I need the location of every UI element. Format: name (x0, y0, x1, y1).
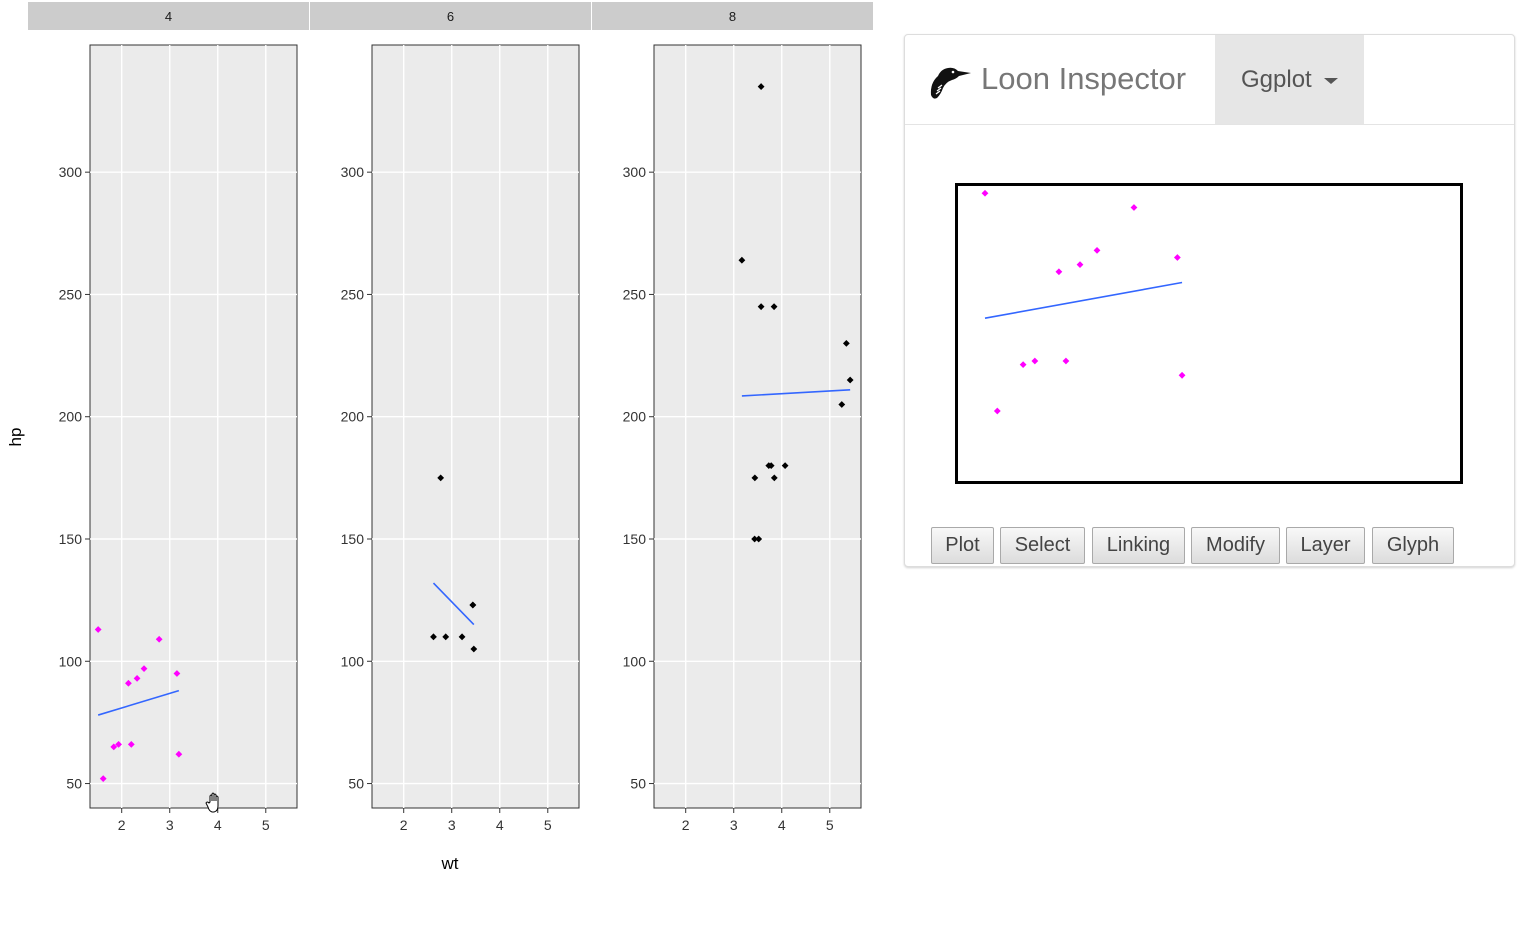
smooth-fit-line (741, 389, 851, 397)
x-tick-label: 3 (448, 817, 456, 833)
facet-strip (310, 2, 591, 30)
world-view-point (993, 407, 1001, 415)
y-tick-label: 250 (341, 286, 365, 302)
world-view-point (1093, 246, 1101, 254)
y-tick-label: 200 (341, 409, 365, 425)
linking-button[interactable]: Linking (1092, 527, 1185, 564)
x-tick-label: 3 (166, 817, 174, 833)
data-point[interactable] (751, 474, 759, 482)
x-axis-title: wt (441, 854, 459, 873)
y-tick-label: 100 (341, 653, 365, 669)
loon-bird-icon (930, 67, 971, 99)
x-tick-label: 5 (262, 817, 270, 833)
y-tick-label: 100 (623, 653, 647, 669)
x-tick-label: 4 (496, 817, 504, 833)
facet-strip (592, 2, 873, 30)
data-point[interactable] (173, 670, 181, 677)
facet-panel-6[interactable] (371, 44, 580, 809)
data-point[interactable] (155, 635, 163, 643)
data-point[interactable] (430, 633, 437, 641)
facet-strip-label: 4 (165, 9, 172, 24)
y-tick-label: 50 (348, 776, 364, 792)
hand-cursor-icon (205, 792, 219, 813)
x-tick-label: 5 (544, 817, 552, 833)
facet-panel-4[interactable] (89, 44, 298, 809)
facet-strip (28, 2, 309, 30)
x-tick-label: 3 (730, 817, 738, 833)
world-view-point (1062, 357, 1070, 365)
y-tick-label: 300 (341, 164, 365, 180)
layer-button[interactable]: Layer (1286, 527, 1365, 564)
loon-inspector-panel: Loon Inspector Ggplot Plot Select Linking M… (904, 34, 1515, 567)
x-tick-label: 2 (118, 817, 126, 833)
x-tick-label: 2 (400, 817, 408, 833)
data-point[interactable] (133, 674, 141, 682)
x-tick-label: 5 (826, 817, 834, 833)
data-point[interactable] (99, 775, 107, 783)
facet-panel-8[interactable] (653, 44, 862, 809)
brand-title: Loon Inspector (981, 61, 1187, 96)
y-tick-label: 250 (623, 286, 647, 302)
data-point[interactable] (842, 339, 850, 347)
select-button[interactable]: Select (1000, 527, 1085, 564)
y-tick-label: 250 (59, 286, 83, 302)
y-tick-label: 50 (66, 776, 82, 792)
ggplot-dropdown-label: Ggplot (1241, 66, 1312, 93)
data-point[interactable] (437, 474, 445, 482)
y-tick-label: 150 (59, 531, 83, 547)
facet-strip-label: 8 (729, 9, 736, 24)
smooth-fit-line (432, 582, 475, 626)
faceted-scatter-plot[interactable]: 4 6 8 50 100 150 200 250 300 50 100 150 200 250 300 50… (0, 0, 880, 890)
facet-strip-label: 6 (447, 9, 454, 24)
data-point[interactable] (757, 83, 765, 90)
y-tick-label: 150 (623, 531, 647, 547)
y-tick-label: 150 (341, 531, 365, 547)
plot-button[interactable]: Plot (931, 527, 994, 564)
data-point[interactable] (115, 741, 122, 748)
x-tick-label: 4 (778, 817, 786, 833)
data-point[interactable] (469, 601, 477, 609)
x-tick-label: 2 (682, 817, 690, 833)
data-point[interactable] (846, 376, 854, 384)
y-tick-label: 200 (59, 409, 83, 425)
world-view-frame (955, 183, 1463, 484)
data-point[interactable] (140, 665, 148, 672)
data-point[interactable] (125, 679, 132, 687)
data-point[interactable] (470, 645, 478, 653)
y-axis-title: hp (6, 428, 25, 447)
y-tick-label: 100 (59, 653, 83, 669)
ggplot-dropdown-tab[interactable]: Ggplot (1215, 35, 1364, 124)
x-tick-label: 4 (214, 817, 222, 833)
world-view-plot[interactable] (955, 183, 1465, 487)
data-point[interactable] (767, 462, 775, 470)
data-point[interactable] (770, 303, 778, 311)
data-point[interactable] (110, 743, 118, 751)
caret-down-icon (1324, 78, 1338, 84)
modify-button[interactable]: Modify (1191, 527, 1280, 564)
glyph-button[interactable]: Glyph (1372, 527, 1454, 564)
data-point[interactable] (738, 256, 746, 264)
y-tick-label: 50 (630, 776, 646, 792)
y-tick-label: 200 (623, 409, 647, 425)
y-tick-label: 300 (623, 164, 647, 180)
inspector-header: Loon Inspector Ggplot (905, 35, 1514, 125)
y-tick-label: 300 (59, 164, 83, 180)
data-point[interactable] (94, 626, 102, 633)
world-view-fit-line (984, 281, 1183, 319)
smooth-fit-line (97, 689, 180, 716)
